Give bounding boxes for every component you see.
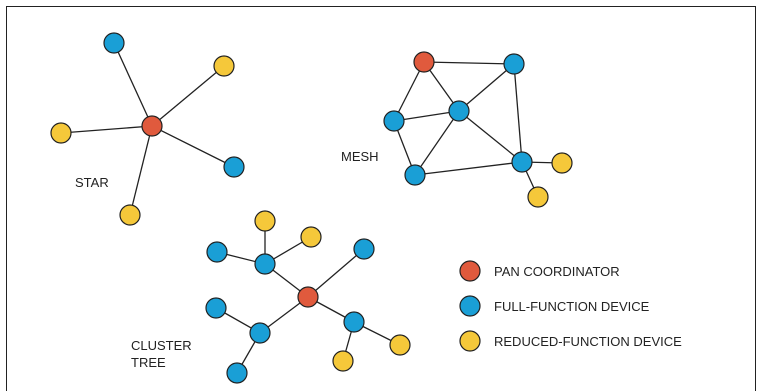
mesh-link: [414, 110, 460, 176]
star-reduced-function-device-node: [119, 204, 141, 226]
nodes-layer: [50, 32, 573, 384]
legend-pan-swatch: [459, 260, 481, 282]
mesh-full-function-device-node: [404, 164, 426, 186]
cluster-tree-full-function-device-node: [353, 238, 375, 260]
star-pan-coordinator-node: [141, 115, 163, 137]
star-link: [60, 125, 153, 134]
star-link: [113, 42, 153, 127]
cluster-tree-reduced-function-device-node: [389, 334, 411, 356]
legend-rfd-swatch: [459, 330, 481, 352]
mesh-link: [393, 110, 460, 122]
mesh-full-function-device-node: [511, 151, 533, 173]
mesh-label: MESH: [341, 149, 379, 164]
cluster-tree-full-function-device-node: [254, 253, 276, 275]
cluster-tree-reduced-function-device-node: [254, 210, 276, 232]
mesh-link: [513, 63, 523, 163]
mesh-link: [458, 63, 515, 112]
cluster-tree-link: [307, 248, 365, 298]
cluster-tree-label-line2: TREE: [131, 355, 166, 370]
cluster-tree-reduced-function-device-node: [332, 350, 354, 372]
mesh-link: [393, 61, 425, 122]
mesh-reduced-function-device-node: [551, 152, 573, 174]
mesh-pan-coordinator-node: [413, 51, 435, 73]
legend: PAN COORDINATOR FULL-FUNCTION DEVICE RED…: [459, 260, 682, 352]
legend-ffd-label: FULL-FUNCTION DEVICE: [494, 299, 650, 314]
mesh-link: [414, 161, 523, 176]
mesh-full-function-device-node: [503, 53, 525, 75]
star-link: [129, 125, 153, 216]
star-link: [151, 65, 225, 127]
star-label: STAR: [75, 175, 109, 190]
star-full-function-device-node: [223, 156, 245, 178]
mesh-reduced-function-device-node: [527, 186, 549, 208]
legend-ffd-swatch: [459, 295, 481, 317]
cluster-tree-full-function-device-node: [206, 241, 228, 263]
diagram-border: [6, 6, 756, 391]
mesh-full-function-device-node: [448, 100, 470, 122]
cluster-tree-full-function-device-node: [226, 362, 248, 384]
star-reduced-function-device-node: [50, 122, 72, 144]
legend-pan-label: PAN COORDINATOR: [494, 264, 620, 279]
star-link: [151, 125, 235, 168]
cluster-tree-full-function-device-node: [205, 297, 227, 319]
mesh-link: [458, 110, 523, 163]
mesh-link: [423, 61, 515, 65]
star-reduced-function-device-node: [213, 55, 235, 77]
cluster-tree-label-line1: CLUSTER: [131, 338, 192, 353]
star-full-function-device-node: [103, 32, 125, 54]
cluster-tree-reduced-function-device-node: [300, 226, 322, 248]
cluster-tree-full-function-device-node: [343, 311, 365, 333]
legend-rfd-label: REDUCED-FUNCTION DEVICE: [494, 334, 682, 349]
cluster-tree-pan-coordinator-node: [297, 286, 319, 308]
mesh-full-function-device-node: [383, 110, 405, 132]
cluster-tree-full-function-device-node: [249, 322, 271, 344]
